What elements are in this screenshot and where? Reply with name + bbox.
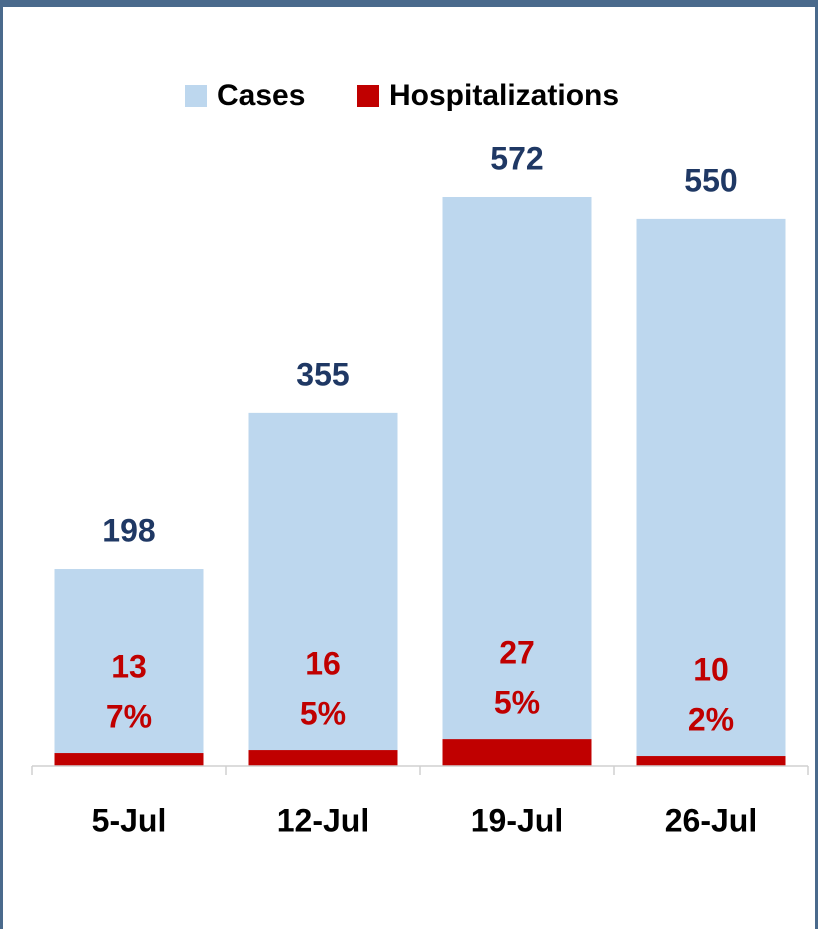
x-tick-label: 26-Jul: [665, 802, 757, 838]
data-label: 198: [102, 512, 155, 548]
bar: [248, 750, 398, 766]
bar: [54, 753, 204, 766]
data-label: 10: [693, 652, 729, 688]
x-tick-label: 19-Jul: [471, 802, 563, 838]
data-label: 355: [296, 356, 349, 392]
legend-label: Hospitalizations: [389, 79, 619, 112]
bar: [442, 197, 592, 766]
frame-right: [815, 0, 818, 929]
data-label: 550: [684, 162, 737, 198]
bar: [54, 569, 204, 766]
legend-swatch: [185, 85, 207, 107]
data-label: 13: [111, 649, 147, 685]
frame-left: [0, 0, 3, 929]
data-label: 27: [499, 635, 535, 671]
data-label: 572: [490, 140, 543, 176]
share-label: 5%: [300, 696, 346, 732]
bar: [636, 756, 786, 766]
legend-swatch: [357, 85, 379, 107]
share-label: 5%: [494, 685, 540, 721]
share-label: 2%: [688, 702, 734, 738]
share-label: 7%: [106, 699, 152, 735]
data-label: 16: [305, 646, 341, 682]
x-tick-label: 12-Jul: [277, 802, 369, 838]
x-tick-label: 5-Jul: [92, 802, 167, 838]
bar: [636, 218, 786, 766]
bar: [442, 739, 592, 766]
bar: [248, 412, 398, 766]
frame-top: [0, 0, 818, 7]
legend-label: Cases: [217, 79, 305, 112]
